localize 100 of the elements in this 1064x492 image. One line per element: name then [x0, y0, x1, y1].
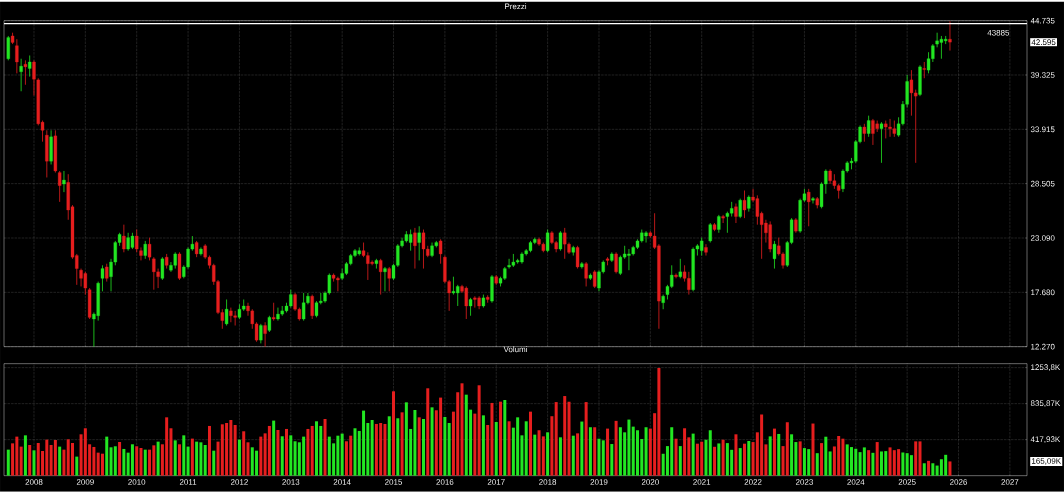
- candlestick: [23, 60, 28, 86]
- bar: [550, 416, 554, 476]
- candlestick: [807, 188, 811, 227]
- bar: [571, 435, 575, 476]
- bar: [824, 436, 828, 476]
- bar: [576, 433, 580, 476]
- bar: [691, 433, 695, 476]
- bar: [323, 419, 327, 476]
- bar: [610, 444, 614, 476]
- bar: [644, 427, 648, 476]
- bar: [717, 443, 721, 476]
- bar: [584, 402, 588, 476]
- bar: [905, 453, 909, 476]
- bar: [233, 425, 237, 476]
- bar: [837, 436, 841, 476]
- bar: [533, 434, 537, 476]
- bar: [242, 431, 246, 476]
- candlestick: [721, 214, 725, 224]
- bar: [815, 453, 819, 476]
- bar: [674, 438, 678, 476]
- bar: [695, 443, 699, 476]
- bar: [285, 429, 289, 476]
- bar: [760, 414, 764, 476]
- bar: [909, 455, 913, 476]
- bar: [708, 430, 712, 476]
- bar: [948, 461, 952, 476]
- candlestick: [734, 203, 738, 224]
- bar: [156, 441, 160, 476]
- candlestick: [811, 196, 815, 205]
- bar: [798, 441, 802, 476]
- bar: [109, 447, 113, 476]
- bar: [310, 426, 314, 476]
- bar: [349, 435, 353, 476]
- candlestick: [408, 229, 413, 252]
- bar: [460, 383, 464, 476]
- bar: [884, 451, 888, 476]
- bar: [636, 430, 639, 476]
- bar: [173, 440, 177, 476]
- candlestick: [276, 307, 280, 322]
- bar: [939, 459, 943, 476]
- bar: [302, 436, 306, 476]
- bar: [477, 385, 481, 476]
- bar: [195, 441, 199, 476]
- bar: [494, 422, 498, 476]
- bar: [430, 407, 434, 476]
- candlestick: [563, 227, 567, 260]
- bar: [6, 449, 10, 476]
- bar: [567, 401, 571, 476]
- bar: [537, 430, 541, 476]
- bar: [597, 438, 601, 476]
- bar: [28, 445, 32, 476]
- bar: [807, 449, 811, 476]
- bar: [32, 450, 36, 476]
- candlestick: [738, 198, 742, 219]
- bar: [439, 397, 443, 476]
- candlestick: [464, 286, 468, 320]
- bar: [588, 427, 592, 476]
- candlestick: [708, 222, 712, 244]
- bar: [670, 427, 674, 476]
- bar: [464, 394, 468, 476]
- candlestick: [272, 302, 276, 322]
- candlestick: [644, 230, 648, 244]
- candlestick: [939, 35, 944, 60]
- bar: [802, 448, 806, 476]
- bar: [606, 428, 610, 476]
- bar: [700, 441, 704, 476]
- candlestick: [413, 227, 417, 270]
- bar: [862, 447, 866, 476]
- bar: [734, 434, 738, 476]
- candlestick: [558, 230, 563, 252]
- bar: [627, 419, 631, 476]
- bar: [631, 426, 635, 476]
- bar: [528, 411, 532, 476]
- candlestick: [584, 261, 588, 288]
- bar: [118, 442, 122, 476]
- bar: [901, 452, 905, 476]
- candlestick: [627, 248, 631, 271]
- candlestick: [301, 292, 306, 322]
- bar: [15, 436, 19, 476]
- bar: [811, 423, 815, 476]
- candlestick: [421, 229, 426, 270]
- bar: [327, 436, 331, 476]
- bar: [392, 391, 396, 476]
- bar: [777, 434, 781, 476]
- bar: [387, 416, 391, 476]
- bar: [443, 417, 447, 476]
- bar: [336, 435, 340, 476]
- bar: [58, 446, 62, 476]
- bar: [100, 453, 104, 476]
- bar: [314, 421, 318, 476]
- candlestick: [79, 268, 83, 288]
- candlestick: [772, 240, 777, 270]
- bar: [45, 439, 49, 476]
- bar: [678, 446, 682, 476]
- bar: [524, 421, 528, 476]
- bar: [507, 421, 511, 476]
- bar: [558, 437, 562, 476]
- candlestick: [379, 258, 383, 296]
- candlestick: [575, 245, 580, 270]
- bar: [931, 463, 935, 476]
